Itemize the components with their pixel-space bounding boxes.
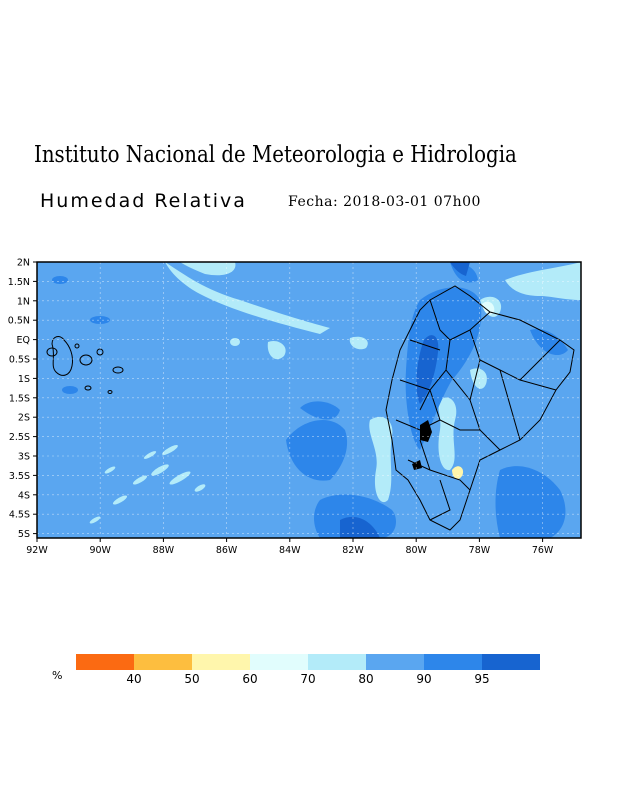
lat-label: 0.5N (8, 316, 30, 327)
lon-label: 88W (153, 545, 175, 556)
lon-label: 92W (26, 545, 48, 556)
legend-swatch (308, 654, 366, 670)
lat-label: 1.5N (8, 277, 30, 288)
latitude-axis: 2N 1.5N 1N 0.5N EQ 0.5S 1S 1.5S 2S 2.5S 3S 3.5S 4S 4.… (8, 258, 37, 540)
page-title: Instituto Nacional de Meteorologia e Hid… (34, 142, 517, 168)
legend-swatch (192, 654, 250, 670)
legend-label: 80 (358, 672, 373, 686)
map-subtitle: Humedad Relativa (40, 190, 247, 212)
lat-label: 4S (18, 490, 30, 501)
lon-label: 82W (342, 545, 364, 556)
lat-label: 2S (18, 413, 30, 424)
lon-label: 78W (469, 545, 491, 556)
lon-label: 76W (532, 545, 554, 556)
map-frame (36, 261, 582, 539)
lat-label: 3.5S (9, 471, 30, 482)
lat-label: 1S (18, 374, 30, 385)
lon-label: 84W (279, 545, 301, 556)
lat-label: 1.5S (9, 393, 30, 404)
legend-label: 95 (474, 672, 489, 686)
lat-label: 4.5S (9, 510, 30, 521)
lat-label: 0.5S (9, 355, 30, 366)
legend-label: 90 (416, 672, 431, 686)
legend-swatch (76, 654, 134, 670)
lat-label: 3S (18, 452, 30, 463)
lat-label: 5S (18, 529, 30, 540)
legend-swatch (366, 654, 424, 670)
lat-label: 1N (17, 296, 30, 307)
longitude-axis: 92W 90W 88W 86W 84W 82W 80W 78W 76W (26, 538, 554, 556)
lat-label: 2.5S (9, 432, 30, 443)
date-label: Fecha: 2018-03-01 07h00 (288, 194, 481, 210)
legend-swatch (250, 654, 308, 670)
legend-unit: % (52, 669, 62, 682)
legend-swatch (134, 654, 192, 670)
lon-label: 80W (405, 545, 427, 556)
humidity-field (52, 262, 581, 538)
lon-label: 86W (216, 545, 238, 556)
legend-label: 70 (300, 672, 315, 686)
lat-label: EQ (17, 335, 30, 346)
legend-label: 60 (242, 672, 257, 686)
color-legend: 40 50 60 70 80 90 95 (76, 654, 540, 686)
legend-swatch (424, 654, 482, 670)
puna-island-shape (412, 460, 422, 470)
legend-swatch (482, 654, 540, 670)
legend-label: 50 (184, 672, 199, 686)
lon-label: 90W (89, 545, 111, 556)
lat-label: 2N (17, 258, 30, 269)
legend-label: 40 (126, 672, 141, 686)
